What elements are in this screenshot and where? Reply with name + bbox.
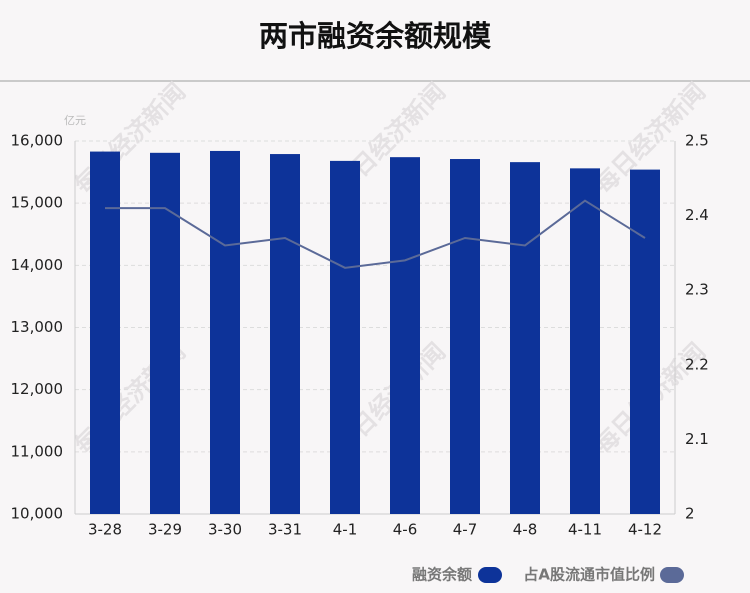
x-tick-label: 4-1 (333, 521, 358, 539)
y2-tick-label: 2.4 (685, 206, 709, 224)
y-tick-label: 10,000 (11, 505, 64, 523)
y-tick-label: 11,000 (11, 442, 64, 460)
y-tick-label: 14,000 (11, 256, 64, 274)
y-tick-label: 13,000 (11, 318, 64, 336)
line (105, 199, 646, 269)
bar (330, 160, 360, 515)
legend-label: 占A股流通市值比例 (523, 566, 655, 584)
bar (630, 169, 660, 514)
bar (150, 152, 180, 515)
y2-tick-label: 2.1 (685, 430, 709, 448)
bar (270, 154, 300, 514)
legend-swatch (660, 567, 684, 583)
x-tick-label: 4-8 (513, 521, 538, 539)
x-tick-label: 3-29 (148, 521, 182, 539)
y2-tick-label: 2 (685, 505, 695, 523)
bar (390, 157, 420, 514)
y2-tick-label: 2.5 (685, 132, 709, 150)
x-tick-label: 4-6 (393, 521, 418, 539)
legend-label: 融资余额 (412, 566, 472, 584)
x-tick-label: 4-7 (453, 521, 478, 539)
y2-tick-label: 2.3 (685, 281, 709, 299)
x-tick-label: 3-30 (208, 521, 242, 539)
y-tick-label: 15,000 (11, 194, 64, 212)
x-tick-label: 4-12 (628, 521, 662, 539)
y-tick-label: 12,000 (11, 380, 64, 398)
y2-tick-label: 2.2 (685, 355, 709, 373)
bar (510, 162, 540, 515)
bar (90, 151, 120, 514)
y-tick-label: 16,000 (11, 132, 64, 150)
chart-title: 两市融资余额规模 (259, 19, 492, 53)
legend-swatch (478, 567, 502, 583)
x-tick-label: 4-11 (568, 521, 602, 539)
x-tick-label: 3-31 (268, 521, 302, 539)
bar (210, 150, 240, 515)
y-unit: 亿元 (64, 114, 86, 127)
bar (570, 168, 600, 514)
bar (450, 159, 480, 515)
x-tick-label: 3-28 (88, 521, 122, 539)
